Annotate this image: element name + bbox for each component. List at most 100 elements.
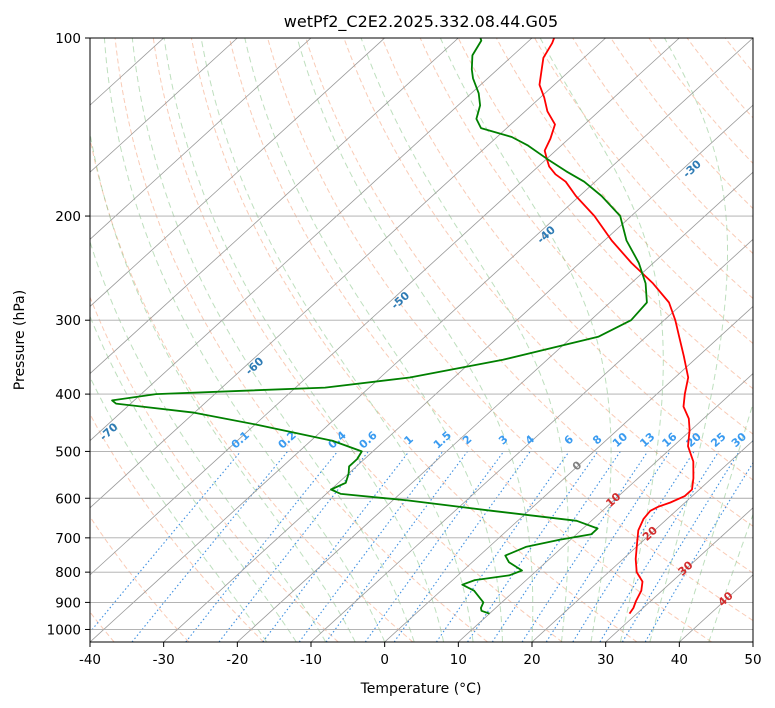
- dewpoint-profile: [111, 38, 648, 615]
- moist-adiabat: [678, 401, 753, 642]
- moist-adiabat: [131, 38, 415, 642]
- y-tick-label: 400: [55, 387, 81, 403]
- dry-adiabat: [114, 38, 488, 642]
- x-tick-label: -30: [153, 652, 175, 668]
- dry-adiabat: [343, 38, 753, 527]
- x-tick-label: 30: [597, 652, 614, 668]
- mixing-ratio-line: [185, 451, 339, 642]
- x-tick-label: -20: [226, 652, 248, 668]
- x-axis-label: Temperature (°C): [360, 681, 482, 697]
- isotherm-line: [163, 104, 753, 642]
- isotherm-line: [90, 38, 238, 173]
- mixing-ratio-line: [435, 451, 570, 642]
- isotherm-line: [752, 641, 753, 642]
- dry-adiabat: [305, 38, 753, 574]
- mixing-ratio-label: 2: [460, 433, 474, 448]
- dry-adiabat: [534, 38, 753, 300]
- y-axis-label: Pressure (hPa): [12, 290, 28, 390]
- dry-adiabat: [90, 515, 190, 642]
- moist-adiabat: [708, 513, 753, 642]
- isotherm-line: [90, 38, 753, 642]
- moist-adiabat: [296, 38, 534, 642]
- mixing-ratio-line: [491, 451, 621, 642]
- mixing-ratio-label: 0.1: [229, 429, 252, 452]
- moist-adiabat: [103, 38, 386, 642]
- x-tick-label: 50: [744, 652, 761, 668]
- moist-adiabat: [90, 375, 268, 642]
- mixing-ratio-label: 4: [523, 432, 538, 447]
- mixing-ratio-line: [262, 451, 410, 642]
- mixing-ratio-label: 3: [496, 433, 510, 448]
- x-tick-label: -40: [79, 652, 101, 668]
- dry-adiabat: [267, 38, 753, 622]
- moist-adiabat: [163, 38, 445, 642]
- isotherm-label: -60: [243, 355, 267, 378]
- dry-adiabat: [610, 38, 753, 210]
- moist-adiabat: [90, 130, 356, 642]
- mixing-ratio-label: 8: [590, 433, 604, 448]
- isotherm-line: [90, 38, 680, 576]
- moist-adiabat: [244, 38, 503, 642]
- y-tick-label: 300: [55, 313, 81, 329]
- isotherm-line: [237, 171, 753, 642]
- isotherm-label: -30: [680, 157, 704, 180]
- isotherm-line: [90, 38, 312, 240]
- moist-adiabat: [439, 38, 612, 642]
- chart-title: wetPf2_C2E2.2025.332.08.44.G05: [284, 12, 558, 32]
- y-tick-label: 500: [55, 444, 81, 460]
- dry-adiabat: [419, 38, 753, 435]
- isotherm-label: -70: [97, 420, 121, 443]
- isotherm-line: [531, 440, 753, 642]
- dry-adiabat: [229, 38, 712, 642]
- mixing-ratio-label: 36: [750, 430, 770, 450]
- mixing-ratio-line: [545, 451, 671, 642]
- isotherm-line: [90, 38, 606, 509]
- y-tick-label: 1000: [47, 622, 81, 638]
- mixing-ratio-label: 16: [660, 430, 680, 450]
- dry-adiabat: [190, 38, 638, 642]
- mixing-ratio-line: [599, 451, 720, 642]
- y-tick-label: 600: [55, 491, 81, 507]
- dry-adiabat: [724, 38, 753, 73]
- temperature-profile: [538, 38, 695, 615]
- mixing-ratio-label: 13: [637, 430, 657, 450]
- dry-adiabat: [763, 38, 775, 642]
- moist-adiabat: [90, 240, 327, 642]
- mixing-ratio-label: 20: [684, 430, 704, 450]
- isotherm-line: [384, 305, 753, 642]
- y-tick-label: 800: [55, 565, 81, 581]
- y-tick-label: 900: [55, 595, 81, 611]
- mixing-ratio-line: [572, 451, 695, 642]
- moist-adiabat: [90, 315, 297, 642]
- mixing-ratio-line: [325, 451, 468, 642]
- moist-adiabat: [360, 38, 569, 642]
- moist-adiabat: [539, 38, 664, 642]
- plot-frame: [89, 37, 754, 643]
- moist-adiabat: [200, 38, 474, 642]
- isotherm-line: [458, 373, 753, 642]
- dry-adiabat: [90, 135, 414, 642]
- isotherm-line: [90, 38, 533, 442]
- mixing-ratio-line: [90, 451, 242, 633]
- dry-adiabat: [495, 38, 753, 345]
- mixing-ratio-label: 6: [562, 432, 577, 447]
- mixing-ratio-label: 10: [610, 430, 630, 450]
- y-tick-label: 700: [55, 531, 81, 547]
- mixing-ratio-line: [131, 451, 289, 642]
- dry-adiabat: [686, 38, 753, 119]
- y-tick-label: 100: [55, 31, 81, 47]
- x-tick-label: 40: [671, 652, 688, 668]
- x-tick-label: -10: [300, 652, 322, 668]
- y-tick-label: 200: [55, 209, 81, 225]
- x-tick-label: 0: [380, 652, 389, 668]
- mixing-ratio-line: [364, 451, 505, 642]
- isotherm-line: [605, 507, 753, 642]
- isotherm-line: [90, 38, 459, 375]
- dry-adiabat: [90, 295, 339, 642]
- x-tick-label: 10: [450, 652, 467, 668]
- mixing-ratio-line: [467, 451, 599, 642]
- mixing-ratio-label: 1: [401, 433, 415, 448]
- dry-adiabat: [648, 38, 753, 165]
- mixing-ratio-line: [621, 451, 740, 642]
